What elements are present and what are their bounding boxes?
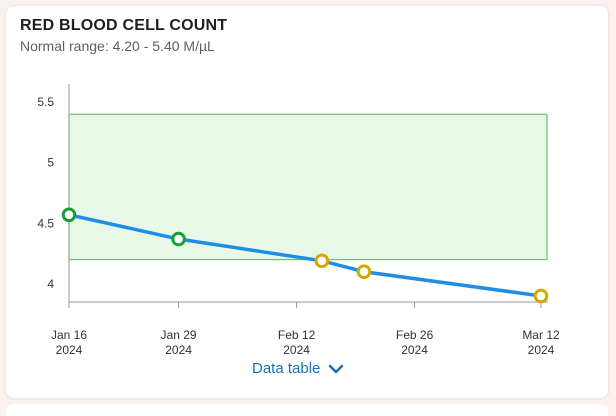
- data-table-label: Data table: [252, 360, 321, 377]
- y-tick-label: 4.5: [37, 216, 54, 230]
- data-table-toggle[interactable]: Data table: [252, 360, 344, 377]
- y-tick-label: 5: [47, 156, 54, 170]
- x-tick-label: Feb 26: [396, 328, 434, 342]
- x-tick-year: 2024: [401, 343, 428, 357]
- normal-range-subtitle: Normal range: 4.20 - 5.40 M/µL: [20, 38, 215, 54]
- x-tick-year: 2024: [283, 343, 310, 357]
- normal-range-band: [68, 113, 548, 261]
- card-title: RED BLOOD CELL COUNT: [20, 17, 228, 34]
- x-tick-label: Jan 29: [161, 328, 197, 342]
- data-point-low: [533, 288, 549, 304]
- next-card-edge: [6, 404, 608, 416]
- data-point-normal: [61, 207, 77, 223]
- x-tick-year: 2024: [165, 343, 192, 357]
- x-tick-label: Jan 16: [51, 328, 87, 342]
- x-tick-label: Mar 12: [522, 328, 560, 342]
- data-point-low: [356, 264, 372, 280]
- y-tick-label: 4: [47, 277, 54, 291]
- x-tick-label: Feb 12: [278, 328, 316, 342]
- y-tick-label: 5.5: [37, 95, 54, 109]
- x-tick-year: 2024: [528, 343, 555, 357]
- data-point-low: [314, 253, 330, 269]
- data-point-normal: [171, 231, 186, 247]
- chevron-down-icon: [329, 364, 344, 373]
- x-tick-year: 2024: [56, 343, 83, 357]
